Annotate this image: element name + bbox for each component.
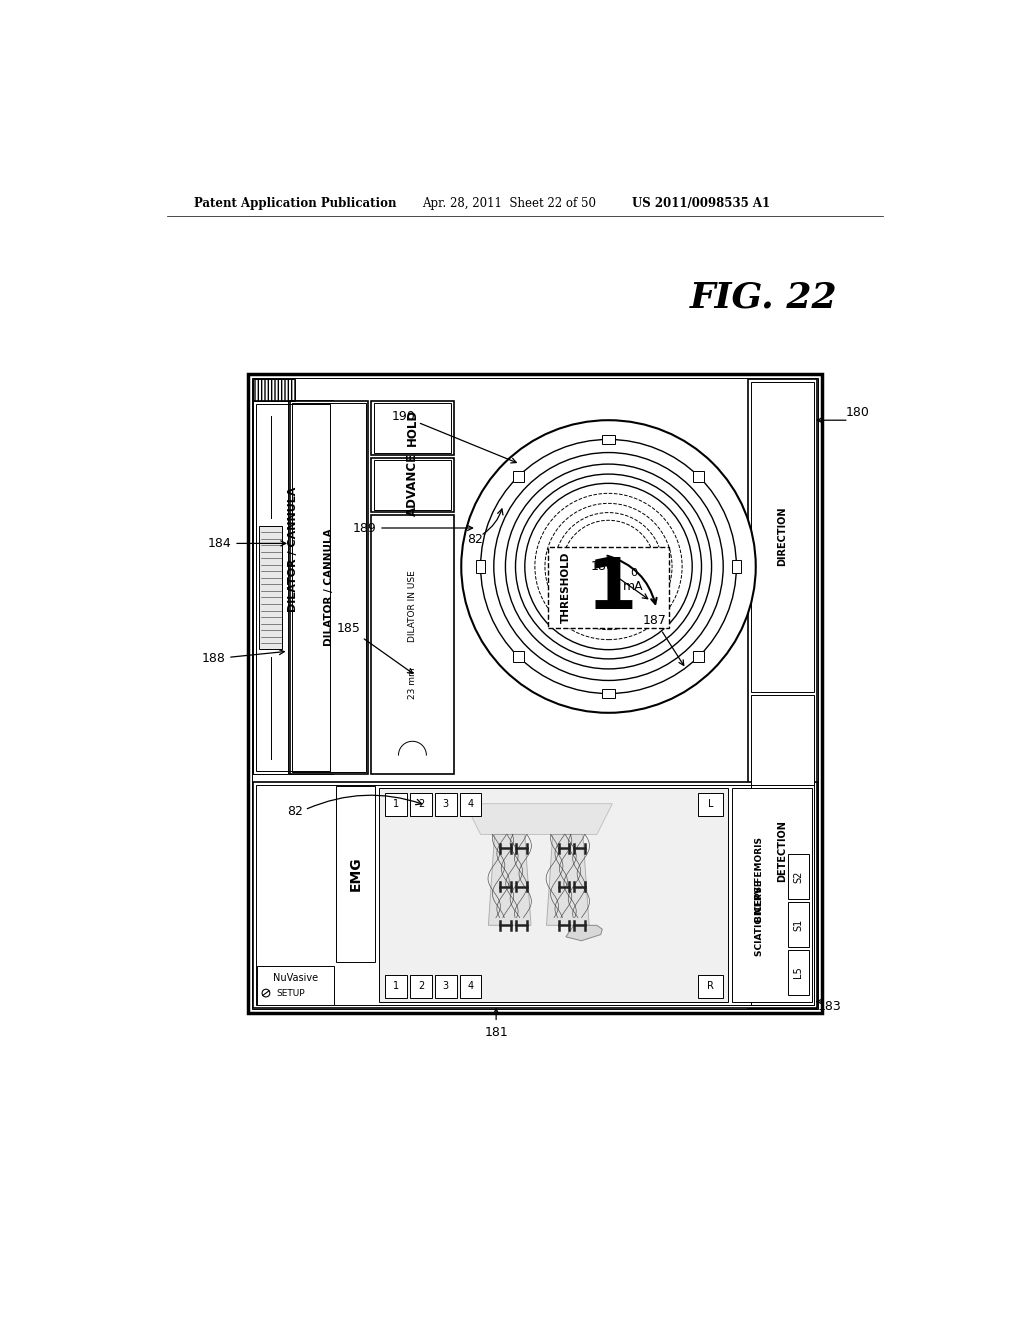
Polygon shape: [465, 804, 612, 834]
Bar: [513, 471, 523, 482]
Bar: [460, 974, 481, 998]
Bar: [698, 793, 723, 816]
Bar: [748, 379, 817, 1008]
Bar: [751, 696, 814, 1006]
Bar: [549, 548, 669, 628]
Text: 184: 184: [208, 537, 286, 550]
Bar: [601, 434, 615, 444]
Bar: [693, 651, 705, 661]
Text: 183: 183: [817, 1001, 842, 1014]
Text: DILATOR / CANNULA: DILATOR / CANNULA: [288, 487, 298, 612]
Text: 2: 2: [418, 981, 424, 991]
Bar: [513, 651, 523, 661]
Text: S1: S1: [794, 919, 804, 931]
Text: SETUP: SETUP: [276, 989, 305, 998]
Text: 82: 82: [467, 533, 483, 546]
Text: 2: 2: [418, 800, 424, 809]
Polygon shape: [547, 834, 589, 925]
Bar: [257, 966, 334, 1005]
Text: 185: 185: [337, 622, 413, 673]
Bar: [372, 515, 454, 775]
Text: THRESHOLD: THRESHOLD: [560, 552, 570, 623]
Bar: [252, 378, 818, 1010]
Bar: [751, 381, 814, 692]
Text: 186: 186: [591, 560, 648, 599]
Text: ADVANCE: ADVANCE: [406, 453, 419, 516]
Text: mA: mA: [623, 579, 644, 593]
Text: 187: 187: [643, 614, 684, 665]
Bar: [787, 854, 809, 899]
Text: 3: 3: [442, 800, 449, 809]
Text: 3: 3: [442, 981, 449, 991]
Text: Apr. 28, 2011  Sheet 22 of 50: Apr. 28, 2011 Sheet 22 of 50: [423, 197, 597, 210]
Bar: [732, 560, 741, 573]
Text: BICEPS FEMORIS: BICEPS FEMORIS: [756, 837, 765, 923]
Bar: [372, 458, 454, 512]
Bar: [374, 461, 452, 510]
Text: L: L: [708, 800, 714, 809]
Bar: [253, 401, 334, 775]
Bar: [410, 793, 432, 816]
Bar: [385, 793, 407, 816]
Text: DILATOR IN USE: DILATOR IN USE: [408, 570, 417, 642]
Text: 180: 180: [846, 407, 870, 418]
Text: EMG: EMG: [349, 857, 362, 891]
Text: 190: 190: [391, 409, 516, 463]
Text: 1: 1: [393, 981, 399, 991]
Text: NuVasive: NuVasive: [272, 973, 318, 982]
Text: 82: 82: [287, 805, 302, 818]
Bar: [410, 974, 432, 998]
Text: Patent Application Publication: Patent Application Publication: [194, 197, 396, 210]
Bar: [601, 689, 615, 698]
Bar: [337, 785, 375, 962]
Bar: [372, 401, 454, 455]
Text: FIG. 22: FIG. 22: [690, 280, 838, 314]
Text: 1: 1: [587, 554, 638, 624]
Bar: [698, 974, 723, 998]
Text: HOLD: HOLD: [406, 409, 419, 446]
Polygon shape: [566, 925, 602, 941]
Bar: [693, 471, 705, 482]
Text: L5: L5: [794, 966, 804, 978]
Bar: [256, 404, 331, 771]
Bar: [476, 560, 485, 573]
Text: 188: 188: [202, 649, 285, 665]
Bar: [379, 788, 728, 1002]
Bar: [256, 785, 814, 1006]
Text: S2: S2: [794, 871, 804, 883]
Text: R: R: [708, 981, 714, 991]
Text: DETECTION: DETECTION: [777, 820, 787, 882]
Text: 23 mm: 23 mm: [408, 668, 417, 700]
Bar: [253, 379, 295, 401]
Bar: [732, 788, 812, 1002]
Text: 0: 0: [630, 568, 637, 578]
Text: 1: 1: [393, 800, 399, 809]
Bar: [435, 793, 457, 816]
Bar: [253, 781, 817, 1008]
Text: 4: 4: [468, 800, 474, 809]
Bar: [248, 374, 821, 1014]
Bar: [253, 401, 289, 775]
Bar: [290, 401, 369, 775]
Bar: [460, 793, 481, 816]
Bar: [292, 404, 366, 772]
Polygon shape: [488, 834, 531, 925]
Bar: [385, 974, 407, 998]
Text: 4: 4: [468, 981, 474, 991]
Text: US 2011/0098535 A1: US 2011/0098535 A1: [632, 197, 770, 210]
Bar: [787, 903, 809, 946]
Bar: [374, 404, 452, 453]
Text: DIRECTION: DIRECTION: [777, 507, 787, 566]
Bar: [787, 950, 809, 995]
Text: SCIATIC NERVE: SCIATIC NERVE: [756, 880, 765, 956]
Text: DILATOR / CANNULA: DILATOR / CANNULA: [325, 529, 334, 647]
Bar: [435, 974, 457, 998]
Circle shape: [461, 420, 756, 713]
Text: 181: 181: [484, 1026, 508, 1039]
Text: 189: 189: [352, 521, 472, 535]
Bar: [259, 527, 283, 649]
